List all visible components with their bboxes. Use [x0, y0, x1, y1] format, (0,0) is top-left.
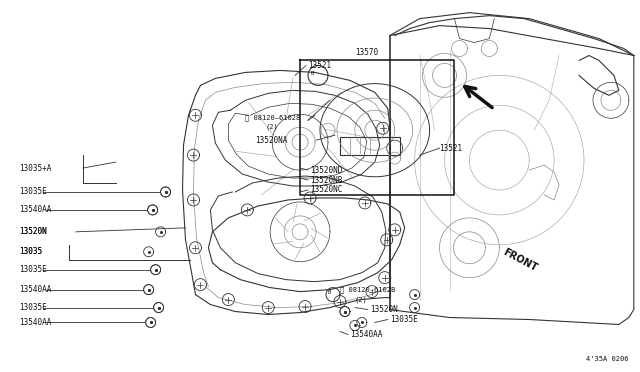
Text: 13570: 13570: [355, 48, 378, 57]
Text: 13035: 13035: [19, 247, 42, 256]
Text: 13540AA: 13540AA: [19, 318, 51, 327]
Text: B: B: [327, 290, 331, 295]
Text: 13035E: 13035E: [390, 315, 417, 324]
Text: 13520NC: 13520NC: [310, 186, 342, 195]
Text: 13035+A: 13035+A: [19, 164, 51, 173]
Text: 13520N: 13520N: [19, 227, 47, 236]
Text: Ⓑ 08120‑6102B: Ⓑ 08120‑6102B: [340, 286, 395, 293]
Text: 13520N: 13520N: [19, 227, 47, 236]
Text: FRONT: FRONT: [501, 247, 539, 273]
Text: 13520N: 13520N: [370, 305, 397, 314]
Text: 4'35A 0206: 4'35A 0206: [586, 356, 629, 362]
Text: (2): (2): [355, 296, 367, 303]
Text: B: B: [310, 71, 314, 76]
Text: 13521: 13521: [440, 144, 463, 153]
Text: 13520NB: 13520NB: [310, 176, 342, 185]
Text: (2): (2): [265, 124, 278, 131]
Text: 13521: 13521: [308, 61, 331, 70]
Text: 13540AA: 13540AA: [19, 285, 51, 294]
Text: 13520NA: 13520NA: [255, 136, 287, 145]
Text: 13540AA: 13540AA: [19, 205, 51, 214]
Text: 13540AA: 13540AA: [350, 330, 382, 339]
Text: 13035: 13035: [19, 247, 42, 256]
Text: 13035E: 13035E: [19, 303, 47, 312]
Text: 13035E: 13035E: [19, 265, 47, 274]
Text: 13035E: 13035E: [19, 187, 47, 196]
Text: 13520ND: 13520ND: [310, 166, 342, 174]
Text: Ⓑ 08120‒61028: Ⓑ 08120‒61028: [245, 114, 301, 121]
